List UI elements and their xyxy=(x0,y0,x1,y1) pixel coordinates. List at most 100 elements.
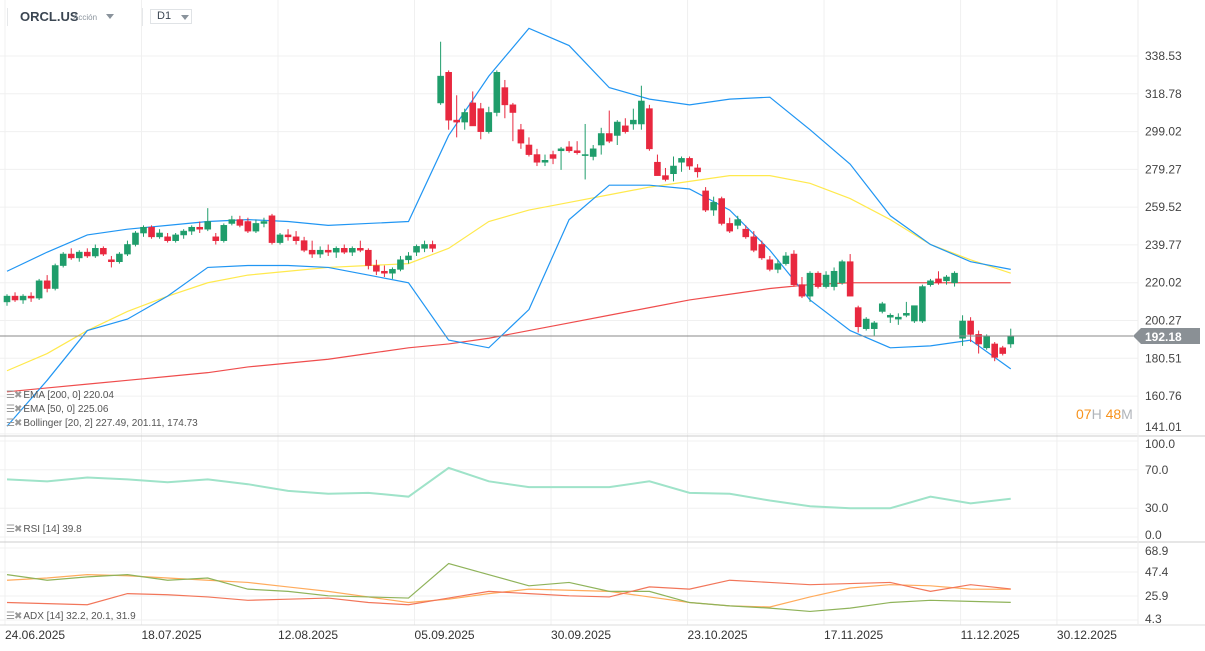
current-price-value: 192.18 xyxy=(1145,330,1182,344)
candle-bullish xyxy=(51,265,59,289)
candle-bearish xyxy=(308,249,316,255)
candle-bearish xyxy=(453,119,460,123)
date-tick-label: 12.08.2025 xyxy=(278,628,338,642)
candle-bearish xyxy=(357,248,364,251)
candle-bullish xyxy=(140,226,147,234)
candle-bearish xyxy=(148,226,155,238)
date-tick-label: 05.09.2025 xyxy=(415,628,475,642)
candle-bullish xyxy=(638,100,645,125)
candle-bearish xyxy=(533,154,541,163)
current-price-tag xyxy=(1133,327,1200,344)
price-tick-label: 338.53 xyxy=(1145,49,1182,63)
symbol-dropdown-icon[interactable] xyxy=(106,14,114,19)
candle-bearish xyxy=(718,198,725,224)
candle-bearish xyxy=(67,253,75,259)
price-tick-label: 160.76 xyxy=(1145,389,1182,403)
legend-text: EMA [200, 0] 220.04 xyxy=(23,390,114,401)
candle-bullish xyxy=(316,249,324,255)
candle-bullish xyxy=(541,160,549,163)
candle-bullish xyxy=(927,280,934,285)
candle-bearish xyxy=(445,72,452,121)
candle-bullish xyxy=(35,280,43,299)
candle-bearish xyxy=(292,236,300,241)
candle-countdown: 07H 48M xyxy=(1076,406,1133,422)
instrument-type: Acción xyxy=(73,13,98,22)
candle-bullish xyxy=(421,244,428,249)
legend-text: EMA [50, 0] 225.06 xyxy=(23,404,109,415)
timeframe-select[interactable]: D1 xyxy=(150,9,192,24)
legend-adx: ☰✖ ADX [14] 32.2, 20.1, 31.9 xyxy=(6,611,136,622)
candle-bearish xyxy=(84,251,91,257)
price-tick-label: 318.78 xyxy=(1145,87,1182,101)
bollinger-upper-line xyxy=(6,27,1011,272)
candle-bearish xyxy=(702,190,709,211)
candle-bullish xyxy=(252,223,260,232)
candle-bullish xyxy=(878,303,886,312)
price-tick-label: 279.27 xyxy=(1145,162,1182,176)
candle-bullish xyxy=(405,255,412,261)
candle-bullish xyxy=(678,158,685,163)
candle-bullish xyxy=(332,248,340,253)
date-tick-label: 23.10.2025 xyxy=(688,628,748,642)
candle-bullish xyxy=(959,320,966,339)
candle-bearish xyxy=(509,104,517,113)
candle-bullish xyxy=(919,286,926,322)
candle-bullish xyxy=(911,305,918,322)
candle-bullish xyxy=(822,274,830,287)
settings-icon[interactable]: ☰✖ xyxy=(6,390,22,401)
candle-bearish xyxy=(196,226,204,230)
candle-bearish xyxy=(11,295,19,301)
price-tick-label: 259.52 xyxy=(1145,200,1182,214)
candle-bearish xyxy=(750,236,758,251)
legend-text: Bollinger [20, 2] 227.49, 201.11, 174.73 xyxy=(23,418,198,429)
candle-bullish xyxy=(228,219,236,224)
candle-bearish xyxy=(268,215,276,243)
candle-bullish xyxy=(983,336,990,349)
legend-bollinger: ☰✖ Bollinger [20, 2] 227.49, 201.11, 174.… xyxy=(6,418,198,429)
candle-bullish xyxy=(397,259,404,270)
settings-icon[interactable]: ☰✖ xyxy=(6,404,22,415)
adx-tick-label: 4.3 xyxy=(1145,612,1162,626)
candle-bearish xyxy=(164,236,171,241)
candle-bullish xyxy=(1007,335,1015,345)
candle-bullish xyxy=(862,318,870,329)
date-tick-label: 30.09.2025 xyxy=(551,628,611,642)
symbol-label[interactable]: ORCL.US xyxy=(20,9,79,24)
candle-bearish xyxy=(967,320,974,335)
candle-bullish xyxy=(172,234,179,241)
candle-bullish xyxy=(156,232,163,238)
candle-bullish xyxy=(348,248,356,253)
rsi-line xyxy=(6,466,1011,510)
candle-bullish xyxy=(951,272,958,284)
candle-bullish xyxy=(188,226,195,232)
candle-bearish xyxy=(212,236,220,241)
candle-bullish xyxy=(895,316,902,320)
candle-bearish xyxy=(27,295,35,299)
candle-bearish xyxy=(814,272,822,287)
rsi-tick-label: 100.0 xyxy=(1145,437,1175,451)
candle-bearish xyxy=(373,265,380,272)
candle-bearish xyxy=(605,133,613,142)
candle-bearish xyxy=(381,270,388,274)
candle-bearish xyxy=(340,248,348,253)
candle-bearish xyxy=(790,253,798,285)
ema200-line xyxy=(6,282,1011,393)
adx-tick-label: 25.9 xyxy=(1145,589,1169,603)
settings-icon[interactable]: ☰✖ xyxy=(6,524,22,535)
settings-icon[interactable]: ☰✖ xyxy=(6,611,22,622)
settings-icon[interactable]: ☰✖ xyxy=(6,418,22,429)
candle-bullish xyxy=(437,75,444,104)
candle-bullish xyxy=(830,270,838,287)
candle-bearish xyxy=(798,284,806,297)
candle-bullish xyxy=(413,246,420,253)
candle-bearish xyxy=(236,219,244,226)
candle-bearish xyxy=(662,175,669,180)
candle-bearish xyxy=(935,278,942,284)
candle-bullish xyxy=(806,272,814,297)
candle-bearish xyxy=(365,249,372,266)
price-tick-label: 220.02 xyxy=(1145,276,1182,290)
date-tick-label: 11.12.2025 xyxy=(961,628,1020,642)
candle-bullish xyxy=(838,261,846,284)
candle-bearish xyxy=(999,347,1007,354)
